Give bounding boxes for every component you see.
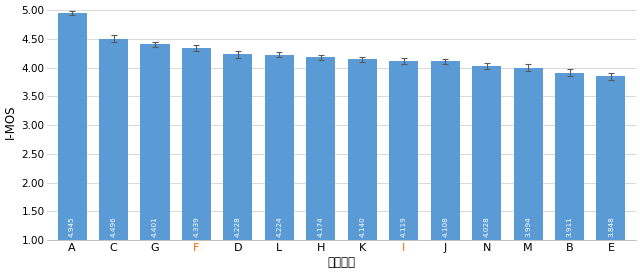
Text: 4.140: 4.140: [359, 217, 365, 238]
Bar: [431, 61, 460, 240]
Text: 4.224: 4.224: [276, 217, 282, 238]
Bar: [555, 73, 584, 240]
Text: 4.945: 4.945: [69, 217, 75, 238]
Text: 4.339: 4.339: [193, 217, 200, 238]
Bar: [141, 44, 170, 240]
Bar: [99, 39, 128, 240]
Bar: [182, 48, 211, 240]
Bar: [472, 66, 501, 240]
Text: 3.994: 3.994: [525, 217, 531, 238]
Text: 4.496: 4.496: [111, 217, 116, 238]
Text: 4.401: 4.401: [152, 217, 158, 238]
Text: 4.119: 4.119: [401, 217, 406, 238]
Text: 4.228: 4.228: [235, 217, 241, 238]
Bar: [596, 76, 625, 240]
Bar: [223, 54, 252, 240]
Bar: [58, 13, 86, 240]
X-axis label: 队伍编号: 队伍编号: [328, 256, 356, 269]
Y-axis label: I-MOS: I-MOS: [4, 105, 17, 140]
Text: 3.848: 3.848: [608, 217, 614, 238]
Text: 4.174: 4.174: [318, 217, 324, 238]
Text: 3.911: 3.911: [566, 217, 573, 238]
Text: 4.108: 4.108: [442, 217, 448, 238]
Bar: [307, 58, 335, 240]
Bar: [513, 68, 543, 240]
Text: 4.028: 4.028: [484, 217, 490, 238]
Bar: [348, 60, 377, 240]
Bar: [265, 55, 294, 240]
Bar: [389, 61, 418, 240]
